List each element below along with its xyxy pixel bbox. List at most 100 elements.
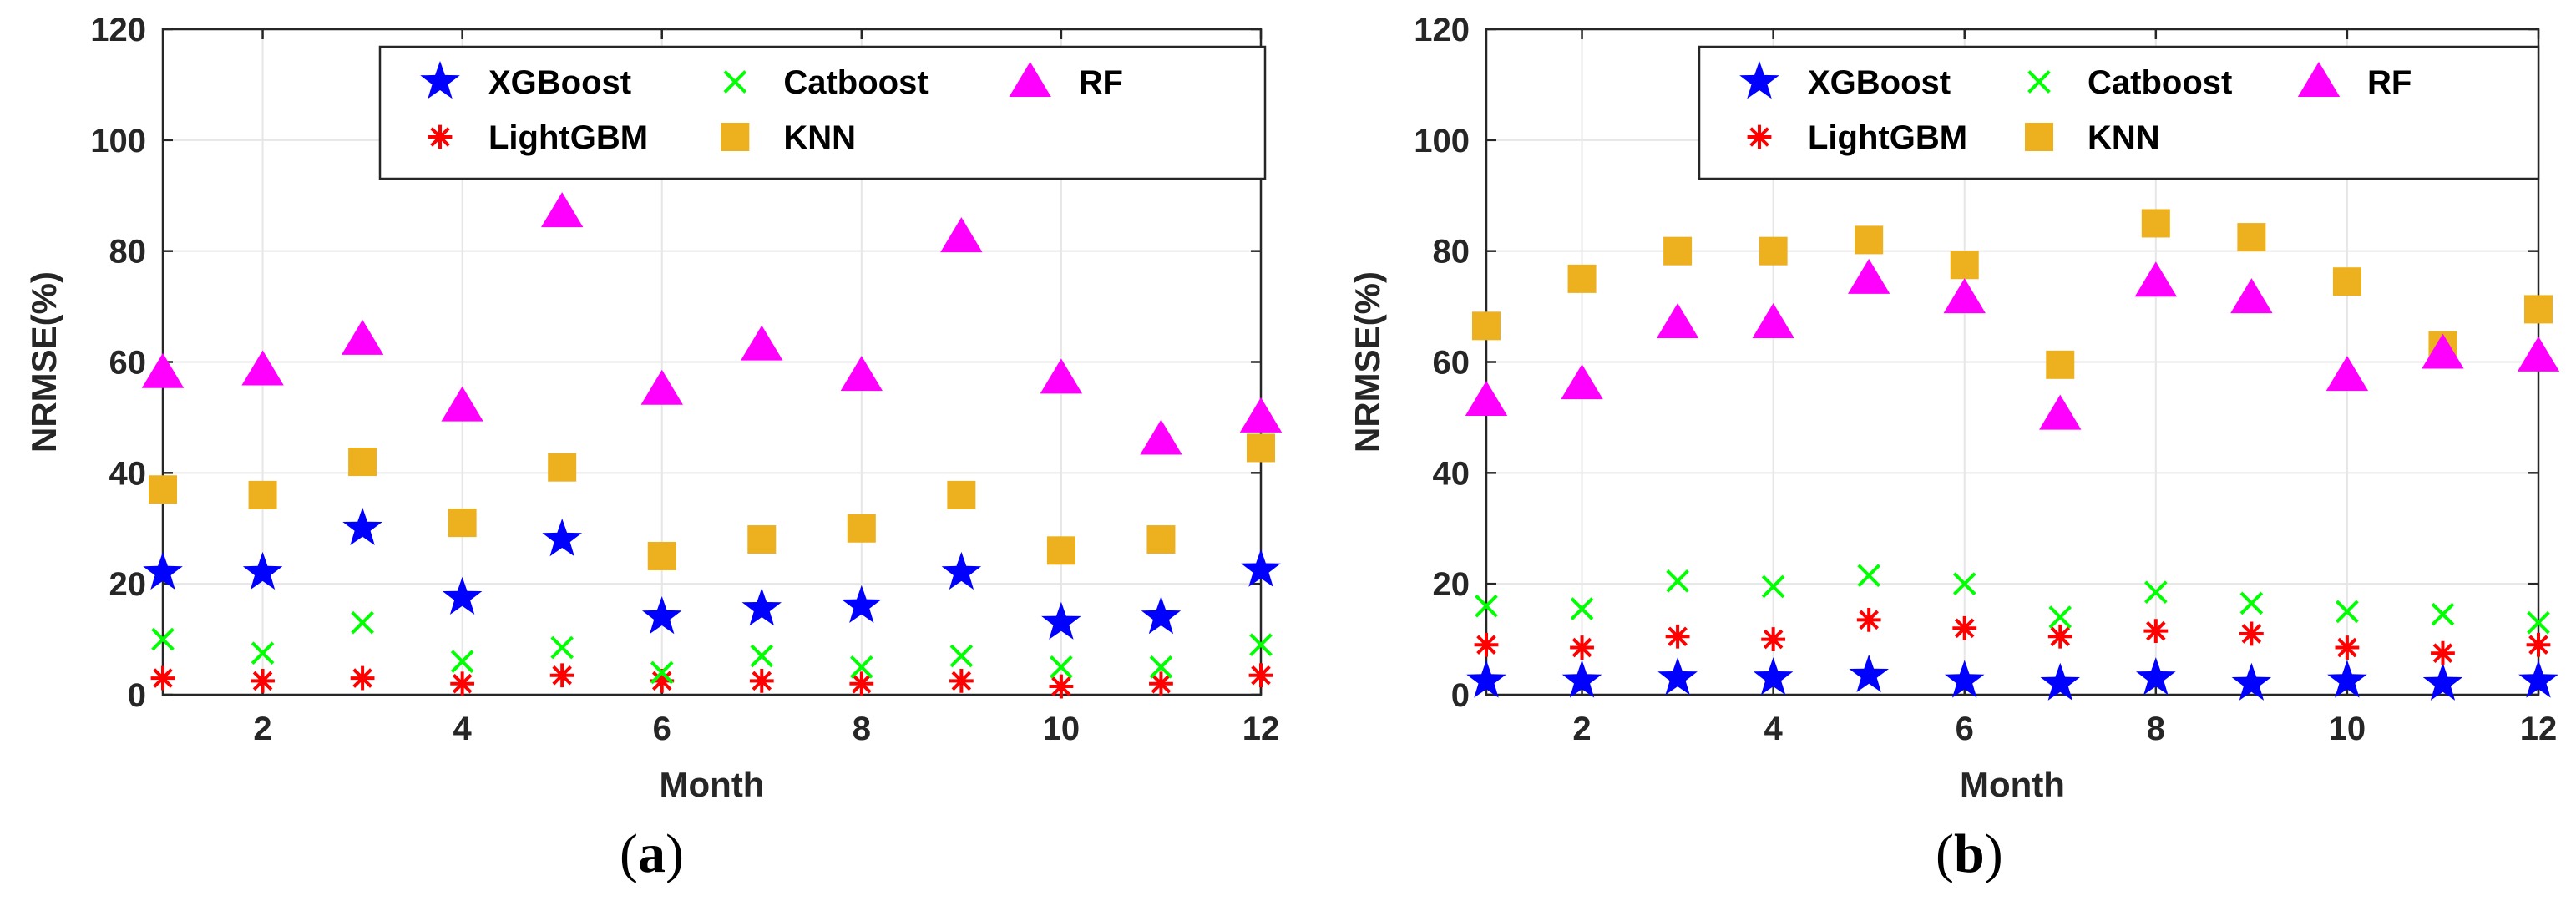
data-point-xgboost [1657, 657, 1698, 696]
data-point-knn [1472, 311, 1501, 341]
data-point-catboost [351, 610, 374, 635]
legend-box [1698, 45, 2540, 180]
data-point-rf [2230, 278, 2273, 314]
data-point-xgboost [1466, 660, 1506, 698]
y-tick-label: 60 [1433, 345, 1470, 382]
data-point-knn [548, 453, 577, 482]
data-point-catboost [550, 635, 574, 660]
data-point-knn [1663, 236, 1693, 266]
data-point-xgboost [143, 551, 183, 590]
data-point-rf [640, 369, 683, 405]
data-point-rf [1465, 380, 1508, 416]
data-point-knn [1759, 236, 1788, 266]
data-point-xgboost [741, 588, 782, 626]
data-point-catboost [1857, 564, 1880, 588]
data-point-rf [1847, 258, 1890, 294]
data-point-lightgbm [2239, 621, 2264, 646]
data-point-catboost [650, 660, 674, 685]
data-point-lightgbm [1049, 674, 1074, 699]
x-tick-label: 12 [1242, 711, 1280, 747]
data-point-xgboost [242, 551, 283, 590]
legend-marker-knn [721, 123, 750, 151]
y-axis-label: NRMSE(%) [24, 271, 63, 453]
data-point-rf [940, 217, 983, 253]
data-point-xgboost [2231, 662, 2272, 701]
data-point-rf [2134, 261, 2178, 297]
data-point-rf [741, 325, 783, 361]
data-point-lightgbm [949, 668, 974, 693]
y-tick-label: 100 [1414, 123, 1470, 159]
series-lightgbm [150, 663, 1273, 699]
series-catboost [1475, 564, 2550, 635]
data-point-lightgbm [2431, 640, 2455, 665]
data-point-lightgbm [1761, 627, 1786, 651]
x-axis-label: Month [660, 765, 765, 804]
data-point-catboost [1952, 572, 1976, 595]
data-point-lightgbm [1570, 635, 1594, 660]
data-point-lightgbm [150, 665, 175, 691]
series-xgboost [1466, 654, 2558, 701]
panel-label-b: (b) [1936, 823, 2003, 884]
data-point-lightgbm [749, 668, 774, 693]
chart-panel-b: 2 4 6 8 10 12020406080100120MonthNRMSE(%)XGBo… [1348, 12, 2560, 804]
data-point-lightgbm [549, 663, 574, 688]
data-point-knn [1567, 264, 1597, 293]
y-tick-label: 40 [109, 455, 147, 492]
data-point-rf [1561, 364, 1603, 400]
legend-marker-knn [2025, 123, 2053, 151]
legend-label-knn: KNN [783, 119, 856, 156]
data-point-catboost [1149, 655, 1173, 679]
data-point-lightgbm [1856, 607, 1881, 632]
data-point-catboost [2527, 610, 2550, 635]
data-point-knn [1950, 251, 1979, 280]
y-tick-label: 40 [1433, 455, 1470, 492]
x-tick-label: 12 [2520, 711, 2558, 747]
legend-marker-catboost [2027, 70, 2051, 94]
data-point-knn [747, 525, 777, 554]
y-tick-label: 20 [109, 566, 147, 603]
data-point-knn [2524, 295, 2553, 324]
x-tick-label: 2 [1572, 711, 1591, 747]
legend-label-xgboost: XGBoost [1808, 64, 1951, 101]
legend-label-knn: KNN [2088, 119, 2160, 156]
legend-label-catboost: Catboost [2088, 64, 2232, 101]
legend-marker-xgboost [1739, 61, 1779, 99]
data-point-rf [1040, 358, 1083, 394]
data-point-catboost [450, 650, 474, 673]
data-point-xgboost [941, 551, 982, 590]
legend-label-rf: RF [2367, 64, 2412, 101]
data-point-rf [341, 319, 384, 355]
series-knn [1472, 209, 2553, 379]
data-point-catboost [2431, 602, 2455, 626]
legend: XGBoost Catboost RF LightGBM KNN [1698, 45, 2540, 180]
data-point-knn [1247, 433, 1275, 463]
data-point-rf [1656, 303, 1699, 339]
data-point-lightgbm [2047, 624, 2072, 649]
data-point-xgboost [1849, 654, 1889, 692]
series-rf [141, 192, 1283, 455]
data-point-xgboost [842, 585, 882, 623]
data-point-knn [2237, 223, 2266, 252]
data-point-knn [647, 541, 676, 570]
y-tick-label: 0 [128, 677, 146, 714]
data-point-rf [2039, 394, 2082, 430]
panel-label-a: (a) [620, 823, 684, 884]
legend-marker-rf [1009, 62, 1051, 97]
data-point-catboost [750, 644, 774, 668]
data-point-knn [2046, 350, 2075, 379]
x-tick-label: 6 [653, 711, 671, 747]
x-tick-label: 6 [1956, 711, 1974, 747]
data-point-xgboost [2422, 662, 2463, 701]
x-tick-label: 2 [253, 711, 271, 747]
data-point-xgboost [642, 596, 682, 635]
legend-box [378, 45, 1267, 180]
data-point-catboost [2239, 591, 2264, 615]
data-point-rf [2517, 336, 2560, 372]
data-point-lightgbm [1474, 632, 1499, 657]
data-point-knn [947, 480, 976, 509]
x-tick-label: 8 [853, 711, 871, 747]
data-point-knn [149, 475, 177, 504]
data-point-lightgbm [1149, 671, 1173, 696]
data-point-lightgbm [1665, 624, 1690, 649]
data-point-xgboost [1945, 660, 1985, 698]
